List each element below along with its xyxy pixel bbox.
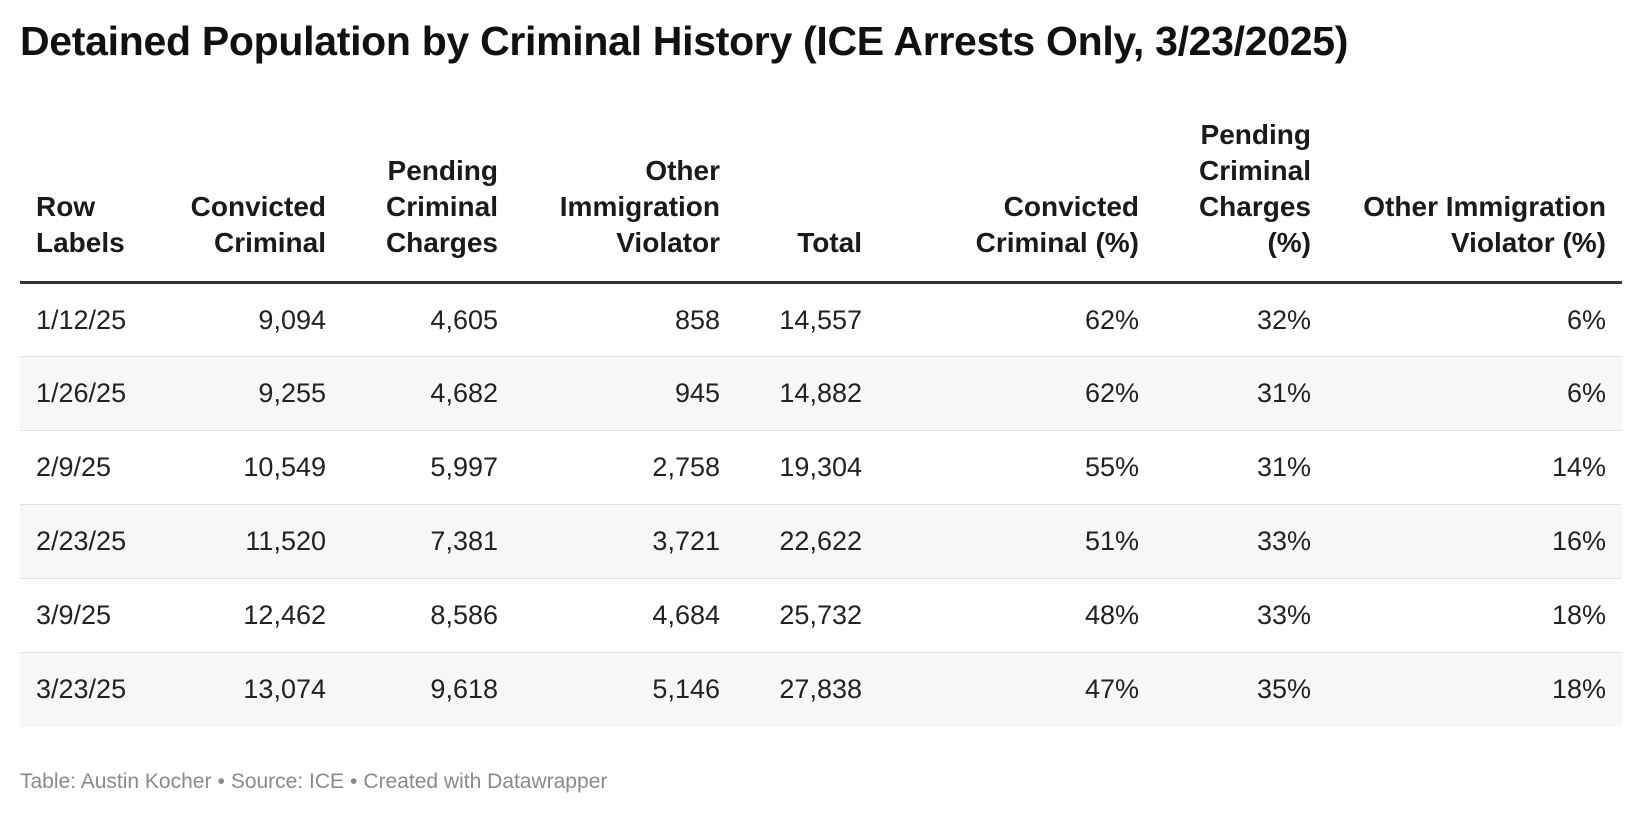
table-cell: 33% xyxy=(1155,578,1327,653)
table-cell: 32% xyxy=(1155,282,1327,357)
table-cell: 2,758 xyxy=(514,430,736,505)
table-cell: 19,304 xyxy=(736,430,878,505)
row-label-cell: 3/23/25 xyxy=(20,652,158,727)
table-cell: 4,605 xyxy=(342,282,514,357)
column-header[interactable]: Other Immigration Violator xyxy=(514,117,736,284)
table-row: 3/23/25 13,074 9,618 5,146 27,838 47% 35% 18% xyxy=(20,652,1622,727)
table-cell: 3,721 xyxy=(514,504,736,579)
column-header[interactable]: Row Labels xyxy=(20,117,158,284)
table-cell: 5,146 xyxy=(514,652,736,727)
table-cell: 31% xyxy=(1155,430,1327,505)
row-label-cell: 2/23/25 xyxy=(20,504,158,579)
footer-byline: Table: Austin Kocher xyxy=(20,770,212,793)
table-cell: 5,997 xyxy=(342,430,514,505)
table-row: 3/9/25 12,462 8,586 4,684 25,732 48% 33% 18% xyxy=(20,578,1622,653)
table-cell: 7,381 xyxy=(342,504,514,579)
row-label-cell: 1/12/25 xyxy=(20,282,158,357)
table-body: 1/12/25 9,094 4,605 858 14,557 62% 32% 6% 1/26/2… xyxy=(20,282,1622,727)
table-cell: 9,094 xyxy=(158,282,342,357)
column-header[interactable]: Convicted Criminal (%) xyxy=(878,117,1155,284)
table-cell: 18% xyxy=(1327,578,1622,653)
table-cell: 62% xyxy=(878,356,1155,431)
table-cell: 62% xyxy=(878,282,1155,357)
footer: Table: Austin Kocher • Source: ICE • Created… xyxy=(20,770,607,794)
footer-separator: • xyxy=(217,770,225,793)
table-cell: 14,882 xyxy=(736,356,878,431)
table-cell: 6% xyxy=(1327,282,1622,357)
footer-source: Source: ICE xyxy=(230,770,345,793)
table-cell: 16% xyxy=(1327,504,1622,579)
table-header-row: Row Labels Convicted Criminal Pending Cr… xyxy=(20,117,1622,284)
table-cell: 6% xyxy=(1327,356,1622,431)
table-cell: 35% xyxy=(1155,652,1327,727)
table-cell: 9,618 xyxy=(342,652,514,727)
table-cell: 10,549 xyxy=(158,430,342,505)
column-header[interactable]: Other Immigration Violator (%) xyxy=(1327,117,1622,284)
table-cell: 22,622 xyxy=(736,504,878,579)
table-cell: 55% xyxy=(878,430,1155,505)
table-cell: 31% xyxy=(1155,356,1327,431)
table-cell: 27,838 xyxy=(736,652,878,727)
table-cell: 858 xyxy=(514,282,736,357)
row-label-cell: 3/9/25 xyxy=(20,578,158,653)
column-header[interactable]: Pending Criminal Charges (%) xyxy=(1155,117,1327,284)
table-cell: 13,074 xyxy=(158,652,342,727)
table-cell: 4,682 xyxy=(342,356,514,431)
table-cell: 33% xyxy=(1155,504,1327,579)
table-row: 2/23/25 11,520 7,381 3,721 22,622 51% 33% 16% xyxy=(20,504,1622,579)
row-label-cell: 1/26/25 xyxy=(20,356,158,431)
table-cell: 18% xyxy=(1327,652,1622,727)
table-row: 1/26/25 9,255 4,682 945 14,882 62% 31% 6% xyxy=(20,356,1622,431)
table-cell: 9,255 xyxy=(158,356,342,431)
row-label-cell: 2/9/25 xyxy=(20,430,158,505)
table-cell: 4,684 xyxy=(514,578,736,653)
table-cell: 11,520 xyxy=(158,504,342,579)
column-header[interactable]: Pending Criminal Charges xyxy=(342,117,514,284)
table-cell: 48% xyxy=(878,578,1155,653)
data-table: Row Labels Convicted Criminal Pending Cr… xyxy=(20,117,1622,727)
table-cell: 47% xyxy=(878,652,1155,727)
table-cell: 12,462 xyxy=(158,578,342,653)
column-header[interactable]: Convicted Criminal xyxy=(158,117,342,284)
footer-credit: Created with Datawrapper xyxy=(363,770,608,793)
table-cell: 14% xyxy=(1327,430,1622,505)
table-cell: 8,586 xyxy=(342,578,514,653)
table-cell: 51% xyxy=(878,504,1155,579)
table-row: 2/9/25 10,549 5,997 2,758 19,304 55% 31% 14% xyxy=(20,430,1622,505)
table-cell: 25,732 xyxy=(736,578,878,653)
column-header[interactable]: Total xyxy=(736,117,878,284)
table-title: Detained Population by Criminal History … xyxy=(20,18,1349,64)
footer-separator: • xyxy=(350,770,358,793)
table-cell: 14,557 xyxy=(736,282,878,357)
table-cell: 945 xyxy=(514,356,736,431)
table-row: 1/12/25 9,094 4,605 858 14,557 62% 32% 6% xyxy=(20,282,1622,357)
